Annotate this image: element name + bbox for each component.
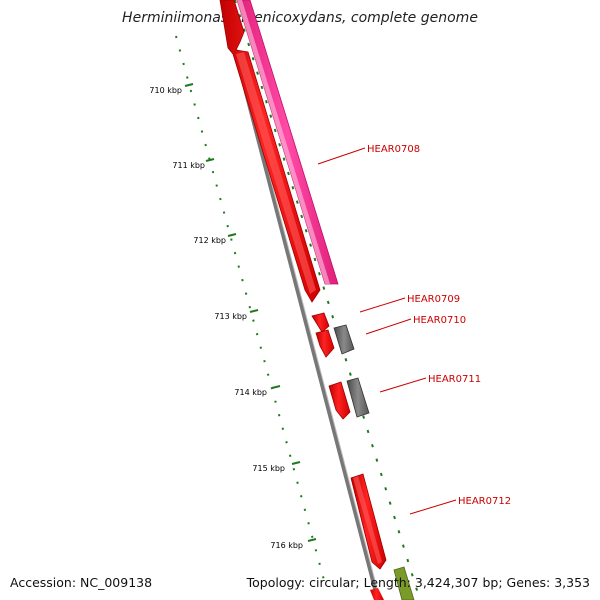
tick-label-712: 712 kbp (193, 236, 226, 245)
gene-label-hear0709[interactable]: HEAR0709 (407, 294, 460, 305)
tick-label-714: 714 kbp (234, 388, 267, 397)
gene-label-hear0708[interactable]: HEAR0708 (367, 144, 420, 155)
genome-summary: Topology: circular; Length: 3,424,307 bp… (246, 575, 590, 590)
gene-hear0711-red[interactable] (328, 381, 351, 420)
tick-label-716: 716 kbp (270, 541, 303, 550)
gene-label-hear0711[interactable]: HEAR0711 (428, 374, 481, 385)
tick-label-711: 711 kbp (172, 161, 205, 170)
bottom-red-feature[interactable] (370, 588, 384, 600)
tick-label-715: 715 kbp (252, 464, 285, 473)
gene-hear0710[interactable] (333, 324, 355, 355)
tick-label-713: 713 kbp (214, 312, 247, 321)
leader-lines (317, 147, 457, 515)
olive-feature[interactable] (393, 566, 415, 600)
gene-hear0709-b[interactable] (315, 329, 335, 358)
gene-hear0709-a[interactable] (311, 312, 330, 333)
gene-label-hear0710[interactable]: HEAR0710 (413, 315, 466, 326)
gene-label-hear0712[interactable]: HEAR0712 (458, 496, 511, 507)
ruler-labels: 710 kbp 711 kbp 712 kbp 713 kbp 714 kbp … (149, 86, 303, 550)
map-title: Herminiimonas arsenicoxydans, complete g… (122, 10, 478, 26)
accession-text: Accession: NC_009138 (10, 575, 153, 590)
ruler-dots (175, 35, 325, 581)
ruler-major-ticks (184, 83, 317, 542)
gene-labels: HEAR0708 HEAR0709 HEAR0710 HEAR0711 HEAR… (367, 144, 511, 507)
gene-hear0711-gray[interactable] (346, 377, 370, 418)
outer-tick-track (234, 0, 421, 600)
tick-label-710: 710 kbp (149, 86, 182, 95)
